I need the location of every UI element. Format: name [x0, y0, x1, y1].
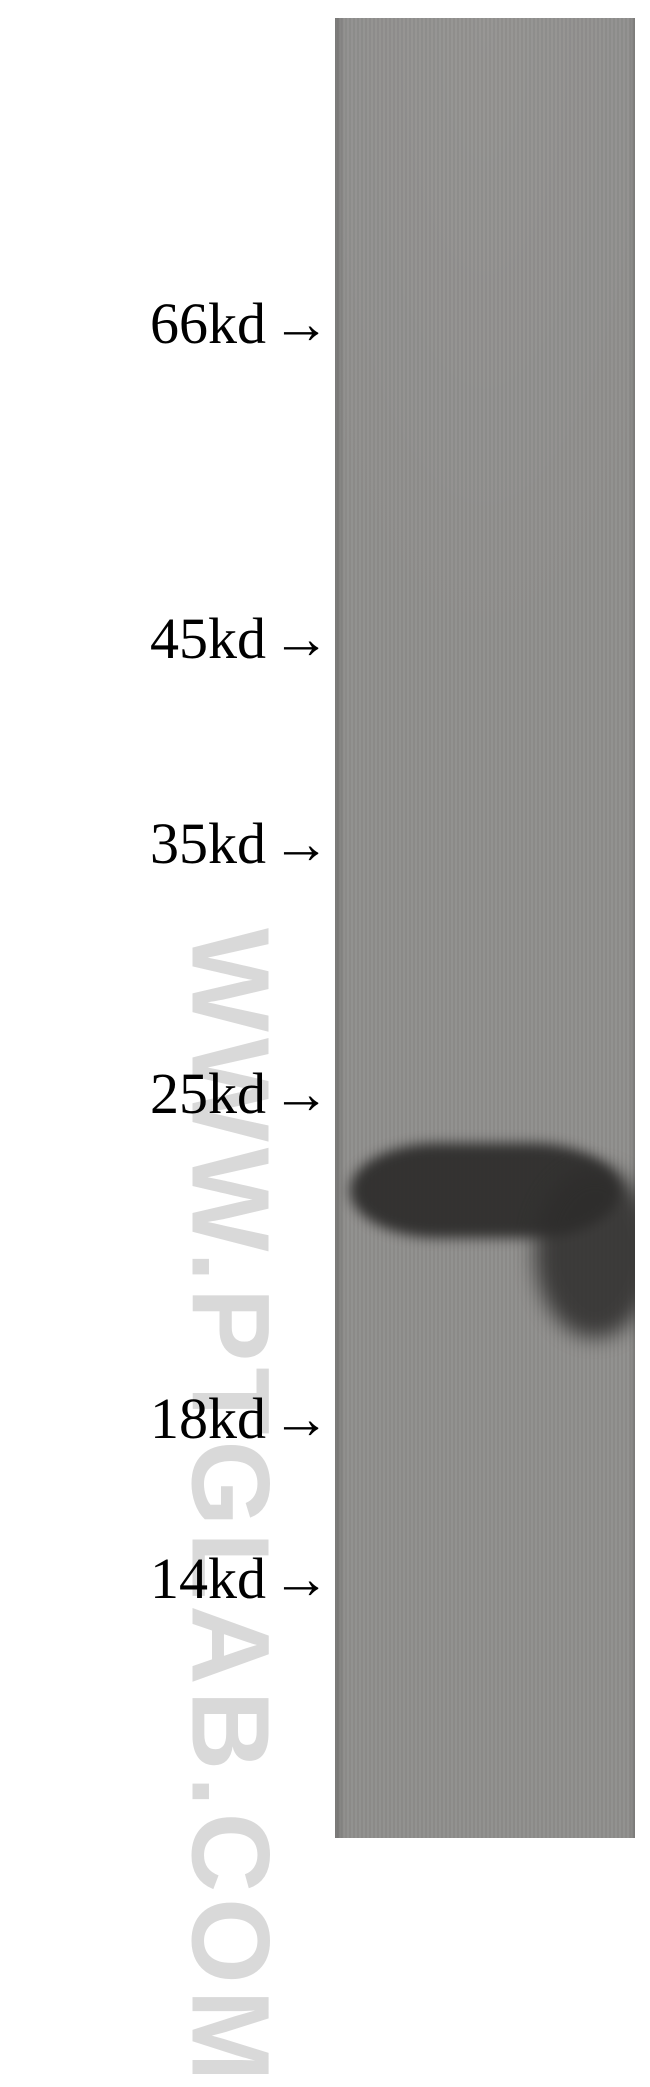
mw-marker: 18kd→	[20, 1385, 330, 1452]
arrow-right-icon: →	[272, 1065, 330, 1123]
arrow-right-icon: →	[272, 815, 330, 873]
arrow-right-icon: →	[272, 610, 330, 668]
mw-marker-label: 66kd	[150, 290, 266, 357]
lane-right-shadow	[629, 18, 635, 1838]
mw-marker: 45kd→	[20, 605, 330, 672]
blot-figure: WWW.PTGLAB.COM 66kd→45kd→35kd→25kd→18kd→…	[0, 0, 650, 1855]
lane-left-shadow	[335, 18, 345, 1838]
mw-marker-label: 14kd	[150, 1545, 266, 1612]
blot-lane	[335, 18, 635, 1838]
mw-marker: 14kd→	[20, 1545, 330, 1612]
arrow-right-icon: →	[272, 295, 330, 353]
mw-marker-label: 25kd	[150, 1060, 266, 1127]
arrow-right-icon: →	[272, 1550, 330, 1608]
mw-marker-label: 35kd	[150, 810, 266, 877]
mw-marker: 35kd→	[20, 810, 330, 877]
mw-marker: 66kd→	[20, 290, 330, 357]
mw-marker-label: 18kd	[150, 1385, 266, 1452]
arrow-right-icon: →	[272, 1390, 330, 1448]
mw-marker: 25kd→	[20, 1060, 330, 1127]
mw-marker-label: 45kd	[150, 605, 266, 672]
